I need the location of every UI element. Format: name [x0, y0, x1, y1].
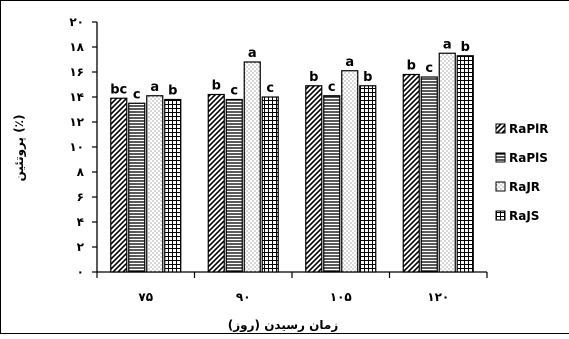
y-tick-label: ۸ — [77, 165, 85, 179]
y-tick-label: ۲ — [77, 240, 85, 254]
y-axis-title: پروتئین (٪) — [12, 114, 27, 181]
legend-label-RaPlS: RaPlS — [509, 151, 548, 165]
legend-swatch-RaPlR — [496, 124, 505, 133]
bar-RaPlS — [324, 96, 340, 272]
significance-letter: c — [266, 81, 274, 96]
bar-RaJS — [360, 86, 376, 272]
x-tick-label: ۱۰۵ — [330, 290, 352, 304]
bar-RaPlR — [306, 86, 322, 272]
bar-RaPlS — [129, 103, 145, 272]
y-tick-label: ۱۰ — [69, 140, 84, 154]
y-tick-label: ۲۰ — [69, 15, 84, 29]
y-tick-label: ۴ — [77, 215, 84, 229]
legend-label-RaPlR: RaPlR — [509, 122, 549, 136]
significance-letter: a — [345, 55, 354, 70]
y-tick-label: ۱۴ — [69, 90, 84, 104]
legend-swatch-RaJS — [496, 211, 505, 220]
y-tick-label: ۱۶ — [69, 65, 84, 79]
significance-letter: bc — [110, 82, 127, 97]
legend: RaPlR RaPlS RaJR RaJS — [496, 122, 549, 223]
significance-letter: a — [443, 37, 452, 52]
bar-RaJS — [165, 100, 181, 273]
significance-letter: b — [309, 70, 318, 85]
x-tick-label: ۷۵ — [138, 290, 153, 304]
significance-letter: a — [150, 80, 159, 95]
legend-swatch-RaPlS — [496, 153, 505, 162]
legend-swatch-RaJR — [496, 182, 505, 191]
bar-RaPlS — [226, 100, 242, 273]
bar-RaJR — [342, 71, 358, 272]
x-tick-label: ۹۰ — [236, 290, 251, 304]
significance-letter: c — [328, 80, 336, 95]
bar-RaPlR — [111, 98, 127, 272]
significance-letter: c — [133, 87, 141, 102]
bar-RaPlS — [421, 77, 437, 272]
significance-letter: c — [230, 84, 238, 99]
bar-RaJR — [244, 62, 260, 272]
bar-RaJR — [147, 96, 163, 272]
y-tick-label: ۰ — [77, 265, 84, 279]
significance-letter: b — [407, 59, 416, 74]
y-tick-label: ۶ — [77, 190, 84, 204]
x-axis-title: زمان رسیدن (روز) — [228, 318, 339, 333]
bar-RaJS — [457, 56, 473, 272]
y-tick-label: ۱۲ — [69, 115, 84, 129]
legend-label-RaJS: RaJS — [509, 209, 539, 223]
y-tick-label: ۱۸ — [69, 40, 84, 54]
bar-RaJR — [439, 53, 455, 272]
significance-letter: b — [461, 40, 470, 55]
significance-letter: b — [168, 84, 177, 99]
bar-RaPlR — [208, 95, 224, 273]
bar-RaPlR — [403, 75, 419, 273]
legend-label-RaJR: RaJR — [509, 180, 540, 194]
significance-letter: a — [248, 46, 257, 61]
significance-letter: c — [425, 61, 433, 76]
bar-RaJS — [262, 97, 278, 272]
x-tick-label: ۱۲۰ — [427, 290, 449, 304]
significance-letter: b — [363, 70, 372, 85]
significance-letter: b — [212, 79, 221, 94]
